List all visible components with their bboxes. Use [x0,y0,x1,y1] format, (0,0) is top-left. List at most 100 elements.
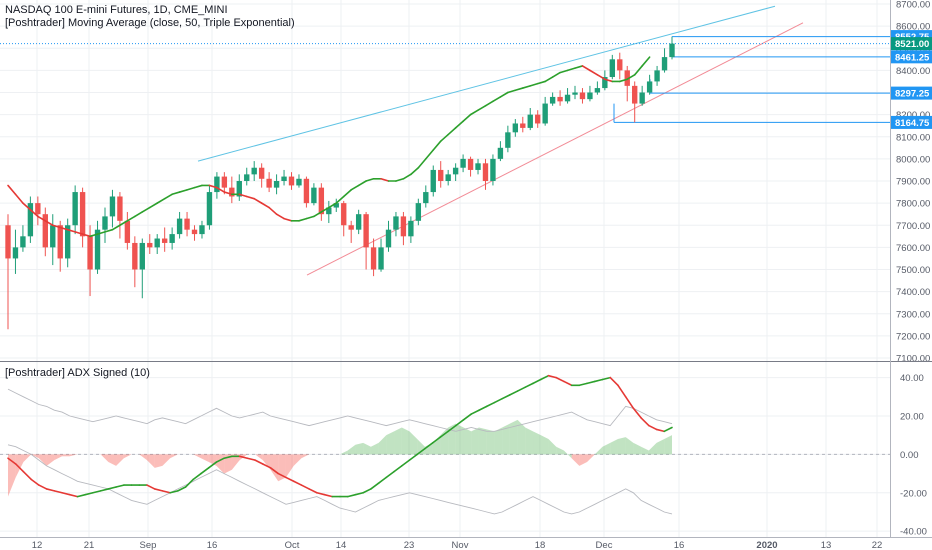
adx-histogram-area [517,419,526,455]
adx-histogram-area [594,446,603,455]
adx-segment [192,472,202,481]
price-level-lines [0,36,890,123]
ma-segment [186,186,196,191]
candle-body [512,123,519,133]
adx-histogram-area [162,454,171,466]
adx-segment [470,409,480,415]
price-tick-label: 7800.00 [896,199,930,210]
adx-histogram-area [62,454,70,457]
ma-segment [171,191,181,196]
ma-segment [551,71,561,78]
adx-indicator-label[interactable]: [Poshtrader] ADX Signed (10) [5,367,150,379]
adx-segment [7,457,17,465]
ma-segment [298,217,308,222]
ma-segment [260,202,270,209]
candle-body [348,225,354,230]
time-tick-label: Nov [452,540,469,550]
adx-segment [648,424,658,431]
adx-tick-label: -20.00 [900,488,927,499]
ma-segment [380,177,390,182]
ma-segment [37,215,47,222]
adx-segment [609,376,619,387]
candle-body [579,92,586,100]
candle-body [258,167,265,179]
adx-histogram-area [641,446,649,455]
candle-body [460,158,466,168]
candle-body [50,225,56,248]
ma-segment [208,184,218,189]
adx-histogram-area [540,435,549,455]
adx-histogram-area [563,450,572,459]
ma-segment [439,133,449,142]
adx-histogram-area [340,450,348,455]
candle-body [35,203,41,215]
adx-histogram-area [8,454,16,497]
adx-histogram-area [471,427,479,455]
adx-segment [323,493,334,498]
ma-segment [544,76,554,83]
adx-histogram-area [448,423,456,455]
ma-segment [499,91,509,98]
adx-histogram-area [509,419,518,455]
price-tag-label: 8461.25 [895,52,930,63]
candle-body [482,163,489,181]
adx-segment [632,407,642,419]
candle-body [632,85,638,104]
ma-segment [89,233,99,238]
adx-segment [246,457,256,461]
adx-histogram-area [116,454,124,466]
adx-segment [261,463,272,469]
adx-segment [285,476,295,483]
ma-segment [193,184,203,189]
adx-tick-label: 20.00 [900,411,924,422]
price-axis[interactable]: 8700.008600.008500.008400.008300.008200.… [896,0,930,365]
time-axis[interactable]: 12 21 Sep 16 Oct 14 23 Nov 18 Dec 16 2020 13 22 [32,540,883,550]
candle-body [244,174,250,181]
price-tick-label: 7700.00 [896,221,930,232]
ma-segment [216,186,226,193]
candle-body [251,167,257,175]
adx-segment [431,436,442,444]
candle-body [617,59,623,71]
ma-segment [134,211,144,218]
candle-body [378,247,384,270]
candle-body [184,218,190,230]
candle-body [587,92,593,100]
adx-histogram-area [386,431,395,455]
adx-tick-label: 40.00 [900,373,924,384]
candle-body [355,214,362,230]
adx-histogram-area [69,454,78,457]
candle-body [497,147,504,159]
adx-histogram-area [533,431,541,455]
ma-segment [618,78,629,83]
adx-histogram-area [401,427,410,455]
adx-histogram-area [31,454,39,459]
adx-segment [269,467,280,475]
adx-histogram-area [394,427,402,455]
adx-histogram-area [602,442,611,455]
adx-histogram-area [38,454,47,466]
adx-segment [215,457,225,463]
price-tick-label: 8700.00 [896,0,930,11]
di-minus-line [7,444,673,515]
candle-body [475,163,481,170]
adx-segment [308,488,318,494]
adx-segment [84,491,94,496]
candle-body [102,216,108,230]
adx-segment [624,395,635,410]
price-tick-label: 7600.00 [896,243,930,254]
ma-segment [581,65,591,72]
adx-histogram-area [664,435,672,455]
time-tick-label: Sep [140,540,157,550]
ma-segment [402,173,412,180]
candle-body [572,92,578,95]
adx-segment [586,380,596,385]
adx-histogram-area [556,446,564,455]
adx-histogram-area [548,439,557,455]
candle-body [296,178,302,186]
adx-histogram-area [293,454,302,466]
ma-indicator-label[interactable]: [Poshtrader] Moving Average (close, 50, … [5,17,295,29]
adx-axis[interactable]: 40.00 20.00 0.00 -20.00 -40.00 [900,373,927,538]
candle-body [445,174,451,181]
